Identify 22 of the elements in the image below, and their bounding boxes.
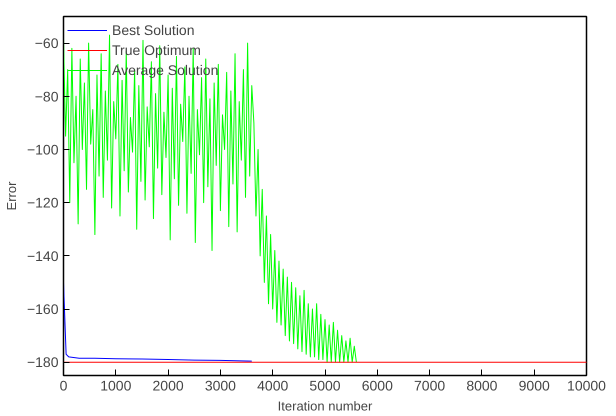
y-axis-title: Error (4, 180, 19, 210)
y-tick-label: −120 (26, 194, 59, 211)
y-tick-label: −140 (26, 248, 59, 264)
legend-label: Best Solution (112, 22, 194, 38)
x-tick-label: 9000 (518, 378, 550, 394)
x-tick-label: 7000 (414, 378, 446, 394)
y-tick-label: −80 (34, 88, 59, 104)
x-tick-label: 6000 (362, 378, 394, 394)
y-tick-label: −180 (26, 354, 59, 370)
x-tick-label: 4000 (257, 378, 288, 394)
x-tick-label: 10000 (567, 378, 606, 394)
line-series (64, 34, 357, 363)
x-tick-label: 3000 (204, 378, 236, 394)
x-tick-label: 2000 (152, 378, 184, 394)
x-tick-label: 8000 (466, 378, 498, 394)
y-tick-label: −60 (34, 35, 59, 52)
x-tick-label: 0 (60, 378, 68, 394)
y-tick-label: −160 (26, 301, 59, 318)
y-tick-label: −100 (26, 141, 59, 158)
x-tick-label: 1000 (100, 378, 132, 394)
x-axis-title: Iteration number (278, 398, 373, 414)
x-tick-label: 5000 (309, 378, 341, 394)
